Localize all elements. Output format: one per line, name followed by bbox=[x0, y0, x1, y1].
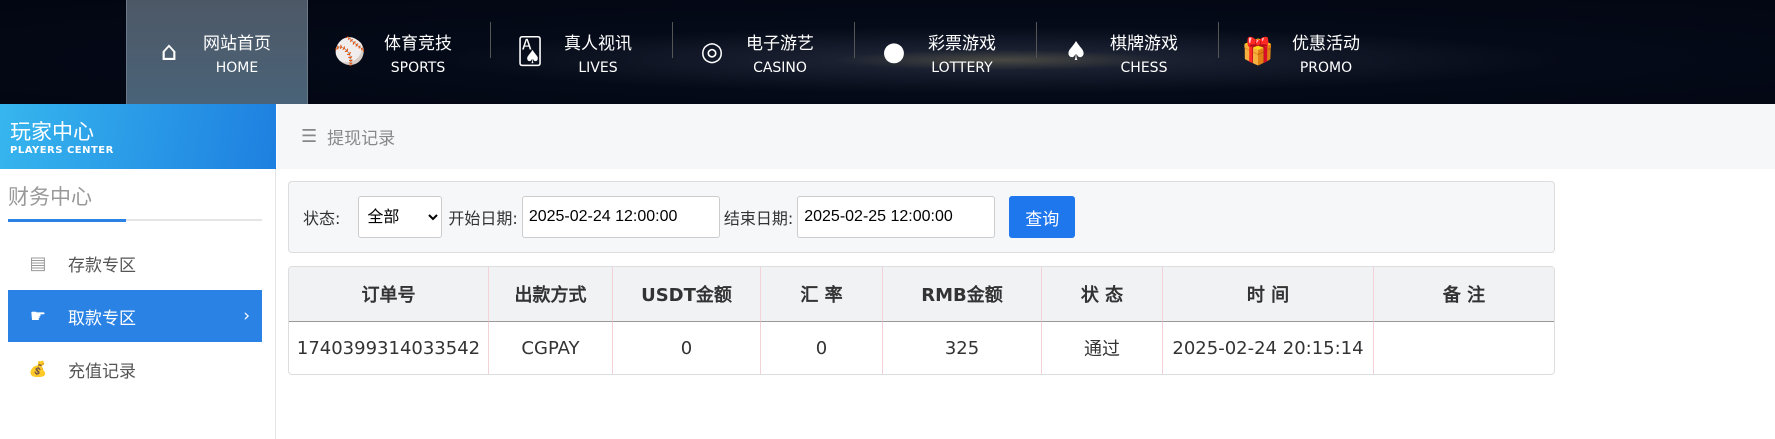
table-row: 1740399314033542 CGPAY 0 0 325 通过 2025-0… bbox=[289, 322, 1554, 374]
nav-lives[interactable]: 🂡 真人视讯 LIVES bbox=[510, 0, 632, 104]
start-date-label: 开始日期: bbox=[448, 209, 518, 228]
cards-icon: 🂡 bbox=[516, 37, 544, 67]
gift-icon: 🎁 bbox=[1241, 37, 1275, 67]
withdraw-records-table: 订单号 出款方式 USDT金额 汇 率 RMB金额 状 态 时 间 备 注 17… bbox=[288, 266, 1555, 375]
col-method: 出款方式 bbox=[489, 267, 613, 322]
nav-sublabel: LOTTERY bbox=[931, 59, 993, 76]
cell-rmb: 325 bbox=[883, 322, 1042, 374]
sidebar-item-withdraw[interactable]: ☛ 取款专区 › bbox=[8, 290, 262, 342]
nav-label: 彩票游戏 bbox=[928, 33, 996, 54]
breadcrumb: ☰ 提现记录 bbox=[277, 104, 1775, 169]
cell-status: 通过 bbox=[1042, 322, 1163, 374]
nav-casino[interactable]: ◎ 电子游艺 CASINO bbox=[692, 0, 814, 104]
start-date-input[interactable] bbox=[521, 196, 720, 238]
nav-home[interactable]: ⌂ 网站首页 HOME bbox=[126, 0, 308, 104]
nav-sports[interactable]: ⚾ 体育竞技 SPORTS bbox=[330, 0, 452, 104]
nav-sublabel: LIVES bbox=[578, 59, 618, 76]
menu-icon: ☰ bbox=[301, 126, 318, 147]
nav-label: 网站首页 bbox=[203, 33, 271, 54]
divider bbox=[672, 22, 673, 58]
end-date-input[interactable] bbox=[797, 196, 996, 238]
sidebar: 财务中心 ▤ 存款专区 ☛ 取款专区 › 💰 充值记录 bbox=[0, 169, 276, 439]
end-date-label: 结束日期: bbox=[723, 209, 794, 228]
nav-sublabel: CHESS bbox=[1120, 59, 1168, 76]
divider bbox=[854, 22, 855, 58]
col-time: 时 间 bbox=[1163, 267, 1374, 322]
divider bbox=[490, 22, 491, 58]
nav-sublabel: SPORTS bbox=[390, 59, 446, 76]
status-label: 状态: bbox=[303, 209, 341, 228]
logo-title: 玩家中心 bbox=[10, 120, 94, 144]
sidebar-item-label: 取款专区 bbox=[68, 308, 136, 329]
cell-remark bbox=[1374, 322, 1554, 374]
card-icon: ▤ bbox=[29, 252, 47, 274]
title-underline bbox=[8, 219, 262, 222]
nav-label: 棋牌游戏 bbox=[1110, 33, 1178, 54]
sidebar-item-recharge-records[interactable]: 💰 充值记录 bbox=[8, 343, 262, 395]
divider bbox=[1218, 22, 1219, 58]
players-center-logo: 玩家中心 PLAYERS CENTER bbox=[0, 104, 276, 169]
col-usdt: USDT金额 bbox=[613, 267, 761, 322]
col-rmb: RMB金额 bbox=[883, 267, 1042, 322]
nav-label: 优惠活动 bbox=[1292, 33, 1360, 54]
cell-usdt: 0 bbox=[613, 322, 761, 374]
sidebar-item-label: 充值记录 bbox=[68, 361, 136, 382]
ball-icon: ⚾ bbox=[333, 37, 367, 67]
nav-promo[interactable]: 🎁 优惠活动 PROMO bbox=[1238, 0, 1360, 104]
nav-chess[interactable]: ♠ 棋牌游戏 CHESS bbox=[1056, 0, 1178, 104]
query-button[interactable]: 查询 bbox=[1009, 196, 1076, 238]
nav-sublabel: PROMO bbox=[1299, 59, 1353, 76]
col-status: 状 态 bbox=[1042, 267, 1163, 322]
top-nav: ⌂ 网站首页 HOME ⚾ 体育竞技 SPORTS 🂡 真人视讯 LIVES ◎ 电子游艺 CA… bbox=[0, 0, 1775, 104]
spade-icon: ♠ bbox=[1064, 37, 1088, 67]
money-bag-icon: 💰 bbox=[28, 360, 48, 378]
cell-time: 2025-02-24 20:15:14 bbox=[1163, 322, 1374, 374]
sidebar-item-label: 存款专区 bbox=[68, 255, 136, 276]
cell-method: CGPAY bbox=[489, 322, 613, 374]
nav-sublabel: HOME bbox=[215, 59, 259, 76]
roulette-icon: ◎ bbox=[700, 37, 724, 67]
col-rate: 汇 率 bbox=[761, 267, 883, 322]
lottery-balls-icon: ● bbox=[882, 37, 906, 67]
page-title: 提现记录 bbox=[327, 129, 396, 149]
col-remark: 备 注 bbox=[1374, 267, 1554, 322]
status-select[interactable]: 全部 bbox=[358, 196, 443, 238]
cell-order-no: 1740399314033542 bbox=[289, 322, 489, 374]
filter-bar: 状态: 全部 开始日期: 结束日期: 查询 bbox=[288, 181, 1555, 253]
nav-sublabel: CASINO bbox=[753, 59, 807, 76]
nav-lottery[interactable]: ● 彩票游戏 LOTTERY bbox=[874, 0, 996, 104]
cell-rate: 0 bbox=[761, 322, 883, 374]
home-icon: ⌂ bbox=[160, 37, 178, 67]
nav-label: 体育竞技 bbox=[384, 33, 452, 54]
nav-label: 真人视讯 bbox=[564, 33, 632, 54]
sidebar-title: 财务中心 bbox=[8, 185, 92, 209]
logo-subtitle: PLAYERS CENTER bbox=[10, 145, 114, 156]
divider bbox=[1036, 22, 1037, 58]
nav-label: 电子游艺 bbox=[746, 33, 814, 54]
table-header: 订单号 出款方式 USDT金额 汇 率 RMB金额 状 态 时 间 备 注 bbox=[289, 267, 1554, 322]
hand-money-icon: ☛ bbox=[29, 305, 47, 327]
sidebar-item-deposit[interactable]: ▤ 存款专区 bbox=[8, 237, 262, 289]
chevron-right-icon: › bbox=[243, 306, 250, 326]
col-order-no: 订单号 bbox=[289, 267, 489, 322]
